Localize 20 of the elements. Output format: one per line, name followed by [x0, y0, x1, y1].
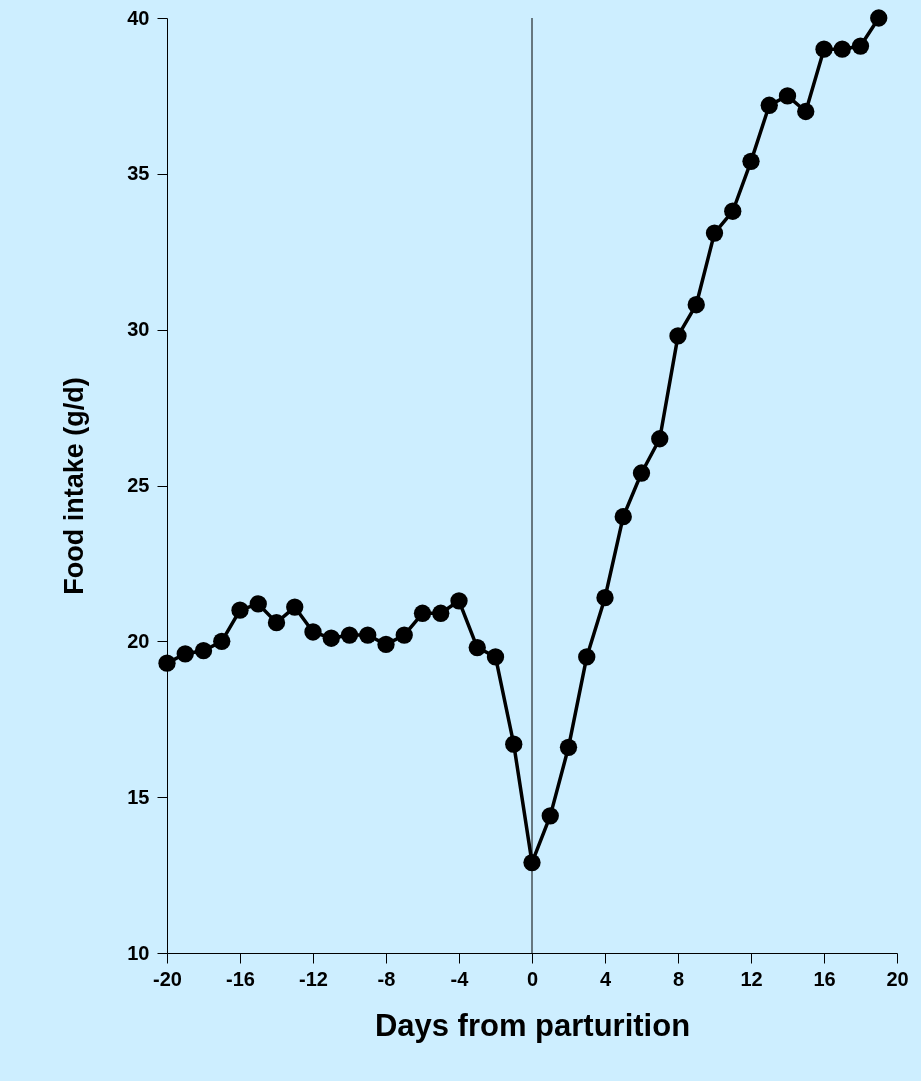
x-tick-label: 12 — [740, 967, 763, 990]
y-tick-label: 25 — [127, 474, 150, 496]
x-tick-label: 4 — [599, 967, 612, 990]
x-axis-title: Days from parturition — [374, 1007, 691, 1043]
y-tick-label: 10 — [127, 941, 150, 964]
y-tick-label: 30 — [127, 318, 150, 341]
y-axis-title: Food intake (g/d) — [59, 377, 90, 595]
y-tick-label: 40 — [127, 6, 150, 29]
x-tick-label: 16 — [813, 967, 836, 990]
x-tick-label: -8 — [377, 967, 396, 990]
y-tick-label: 15 — [127, 785, 150, 808]
x-tick-label: 20 — [886, 967, 909, 990]
x-tick-label: -16 — [226, 967, 255, 990]
y-tick-label: 35 — [127, 162, 150, 185]
y-tick-label: 20 — [127, 629, 150, 652]
x-tick-label: 8 — [672, 967, 685, 990]
x-tick-label: -12 — [299, 967, 328, 990]
x-tick-label: -4 — [450, 967, 470, 990]
x-tick-label: -20 — [153, 967, 182, 990]
x-tick-label: 0 — [526, 967, 539, 990]
